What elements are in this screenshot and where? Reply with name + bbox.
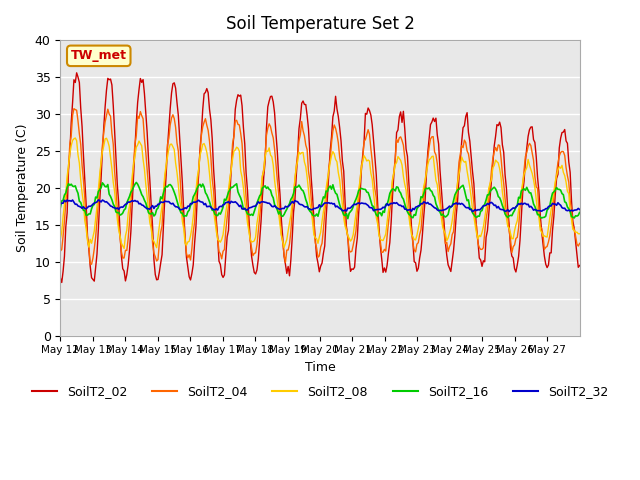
SoilT2_04 — [575, 243, 582, 249]
SoilT2_08 — [576, 231, 584, 237]
SoilT2_04 — [76, 131, 83, 137]
SoilT2_04 — [429, 134, 437, 140]
SoilT2_04 — [88, 262, 95, 267]
SoilT2_16 — [429, 192, 437, 198]
Line: SoilT2_16: SoilT2_16 — [60, 182, 580, 218]
SoilT2_16 — [575, 213, 582, 218]
SoilT2_16 — [74, 191, 82, 196]
SoilT2_32 — [95, 197, 102, 203]
SoilT2_04 — [93, 218, 101, 224]
SoilT2_16 — [90, 202, 98, 207]
SoilT2_32 — [90, 200, 98, 206]
SoilT2_02 — [73, 70, 81, 76]
SoilT2_02 — [56, 275, 64, 281]
SoilT2_02 — [507, 245, 515, 251]
SoilT2_04 — [507, 236, 515, 242]
SoilT2_04 — [326, 157, 334, 163]
SoilT2_32 — [74, 203, 82, 209]
Text: TW_met: TW_met — [71, 49, 127, 62]
SoilT2_02 — [429, 115, 437, 121]
SoilT2_02 — [77, 105, 84, 111]
SoilT2_08 — [120, 246, 128, 252]
SoilT2_02 — [326, 148, 334, 154]
SoilT2_08 — [72, 135, 79, 141]
SoilT2_04 — [70, 106, 78, 111]
SoilT2_08 — [56, 236, 64, 242]
Line: SoilT2_02: SoilT2_02 — [60, 73, 580, 282]
SoilT2_02 — [575, 264, 582, 270]
SoilT2_32 — [507, 207, 515, 213]
SoilT2_08 — [507, 230, 515, 236]
Line: SoilT2_32: SoilT2_32 — [60, 200, 580, 212]
SoilT2_32 — [575, 205, 582, 211]
SoilT2_16 — [132, 180, 140, 185]
SoilT2_08 — [575, 231, 582, 237]
X-axis label: Time: Time — [305, 361, 335, 374]
SoilT2_04 — [56, 248, 64, 254]
Y-axis label: Soil Temperature (C): Soil Temperature (C) — [16, 124, 29, 252]
SoilT2_08 — [326, 160, 334, 166]
SoilT2_08 — [92, 216, 99, 222]
SoilT2_32 — [428, 203, 436, 208]
SoilT2_08 — [76, 160, 83, 166]
SoilT2_32 — [325, 200, 333, 205]
SoilT2_32 — [468, 209, 476, 215]
SoilT2_16 — [325, 185, 333, 191]
Line: SoilT2_08: SoilT2_08 — [60, 138, 580, 249]
SoilT2_02 — [58, 279, 65, 285]
Legend: SoilT2_02, SoilT2_04, SoilT2_08, SoilT2_16, SoilT2_32: SoilT2_02, SoilT2_04, SoilT2_08, SoilT2_… — [27, 380, 613, 403]
SoilT2_08 — [429, 153, 437, 159]
SoilT2_16 — [507, 213, 515, 218]
SoilT2_32 — [56, 201, 64, 207]
SoilT2_02 — [576, 263, 584, 268]
Title: Soil Temperature Set 2: Soil Temperature Set 2 — [225, 15, 415, 33]
SoilT2_02 — [93, 251, 101, 257]
SoilT2_16 — [56, 205, 64, 211]
SoilT2_32 — [576, 206, 584, 212]
SoilT2_16 — [576, 210, 584, 216]
SoilT2_04 — [576, 240, 584, 246]
SoilT2_16 — [344, 216, 351, 221]
Line: SoilT2_04: SoilT2_04 — [60, 108, 580, 264]
